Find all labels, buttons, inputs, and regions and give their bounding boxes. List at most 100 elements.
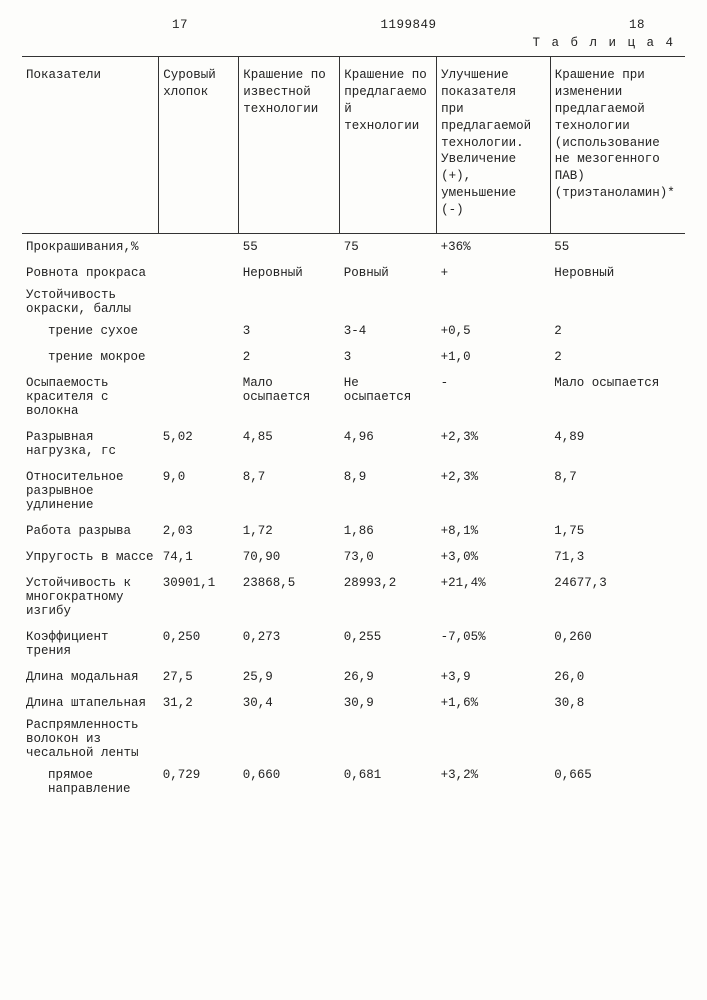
table-cell: [340, 716, 437, 762]
table-cell: 0,273: [239, 624, 340, 664]
table-cell: [550, 716, 685, 762]
table-cell: Относительное разрывное удлинение: [22, 464, 159, 518]
table-cell: 24677,3: [550, 570, 685, 624]
page: 17 1199849 18 Т а б л и ц а 4 Показатели…: [0, 0, 707, 1000]
table-cell: [159, 370, 239, 424]
table-cell: 4,85: [239, 424, 340, 464]
table-cell: 3: [340, 344, 437, 370]
table-cell: 1,75: [550, 518, 685, 544]
table-cell: 55: [239, 233, 340, 260]
table-cell: 3: [239, 318, 340, 344]
table-cell: Неровный: [550, 260, 685, 286]
table-cell: 0,250: [159, 624, 239, 664]
table-cell: 0,665: [550, 762, 685, 802]
table-cell: [159, 344, 239, 370]
table-cell: [340, 286, 437, 318]
table-cell: +2,3%: [437, 424, 551, 464]
table-cell: 73,0: [340, 544, 437, 570]
table-cell: Разрывная нагрузка, гс: [22, 424, 159, 464]
table-row: прямое направление0,7290,6600,681+3,2%0,…: [22, 762, 685, 802]
table-cell: +3,2%: [437, 762, 551, 802]
table-cell: 0,729: [159, 762, 239, 802]
table-cell: 55: [550, 233, 685, 260]
table-cell: Устойчивость к многократному изгибу: [22, 570, 159, 624]
table-cell: Осыпаемость красителя с волокна: [22, 370, 159, 424]
table-cell: Коэффициент трения: [22, 624, 159, 664]
table-row: Осыпаемость красителя с волокна Мало осып…: [22, 370, 685, 424]
table-row: Упругость в массе74,170,9073,0+3,0%71,3: [22, 544, 685, 570]
table-cell: 31,2: [159, 690, 239, 716]
table-cell: Упругость в массе: [22, 544, 159, 570]
table-row: трение мокрое23+1,02: [22, 344, 685, 370]
table-cell: [437, 286, 551, 318]
table-cell: -7,05%: [437, 624, 551, 664]
table-row: Длина модальная27,525,926,9+3,926,0: [22, 664, 685, 690]
table-cell: [437, 716, 551, 762]
table-cell: 0,681: [340, 762, 437, 802]
table-cell: 71,3: [550, 544, 685, 570]
table-cell: Ровный: [340, 260, 437, 286]
table-cell: Ровнота прокраса: [22, 260, 159, 286]
table-cell: Неровный: [239, 260, 340, 286]
table-cell: Не осыпается: [340, 370, 437, 424]
table-cell: -: [437, 370, 551, 424]
table-cell: +8,1%: [437, 518, 551, 544]
table-row: Устойчивость к многократному изгибу30901…: [22, 570, 685, 624]
table-cell: Работа разрыва: [22, 518, 159, 544]
table-row: Разрывная нагрузка, гс5,024,854,96+2,3%4…: [22, 424, 685, 464]
table-cell: 74,1: [159, 544, 239, 570]
table-row: Работа разрыва2,031,721,86+8,1%1,75: [22, 518, 685, 544]
table-cell: 8,7: [550, 464, 685, 518]
table-cell: 27,5: [159, 664, 239, 690]
table-cell: [159, 286, 239, 318]
table-cell: Мало осыпается: [239, 370, 340, 424]
table-cell: +36%: [437, 233, 551, 260]
table-row: Прокрашивания,%5575+36%55: [22, 233, 685, 260]
table-row: Относительное разрывное удлинение9,08,78…: [22, 464, 685, 518]
table-cell: [239, 286, 340, 318]
table-cell: трение сухое: [22, 318, 159, 344]
table-cell: +0,5: [437, 318, 551, 344]
table-cell: 30,9: [340, 690, 437, 716]
table-header-row: Показатели Суровый хлопок Крашение по из…: [22, 57, 685, 234]
col-header: Показатели: [22, 57, 159, 234]
table-cell: +3,0%: [437, 544, 551, 570]
table-cell: +3,9: [437, 664, 551, 690]
table-row: Коэффициент трения0,2500,2730,255-7,05%0…: [22, 624, 685, 664]
page-num-left: 17: [172, 18, 188, 32]
table-cell: Длина штапельная: [22, 690, 159, 716]
table-cell: прямое направление: [22, 762, 159, 802]
table-cell: +1,6%: [437, 690, 551, 716]
table-cell: 4,96: [340, 424, 437, 464]
table-cell: +1,0: [437, 344, 551, 370]
page-header: 17 1199849 18: [22, 18, 685, 32]
page-num-right: 18: [629, 18, 645, 32]
table-cell: Длина модальная: [22, 664, 159, 690]
table-row: Длина штапельная31,230,430,9+1,6%30,8: [22, 690, 685, 716]
table-cell: +21,4%: [437, 570, 551, 624]
table-cell: 9,0: [159, 464, 239, 518]
table-row: Распрямленность волокон из чесальной лен…: [22, 716, 685, 762]
table-cell: 30,4: [239, 690, 340, 716]
table-row: Устойчивость окраски, баллы: [22, 286, 685, 318]
table-cell: 70,90: [239, 544, 340, 570]
table-cell: 2: [550, 344, 685, 370]
col-header: Крашение по известной технологии: [239, 57, 340, 234]
table-cell: 2: [239, 344, 340, 370]
col-header: Крашение по предлагаемой технологии: [340, 57, 437, 234]
table-cell: 26,9: [340, 664, 437, 690]
table-cell: 30901,1: [159, 570, 239, 624]
table-cell: 0,260: [550, 624, 685, 664]
table-cell: трение мокрое: [22, 344, 159, 370]
table-cell: 1,86: [340, 518, 437, 544]
table-cell: +2,3%: [437, 464, 551, 518]
table-cell: 3-4: [340, 318, 437, 344]
table-cell: 1,72: [239, 518, 340, 544]
table-cell: Прокрашивания,%: [22, 233, 159, 260]
table-row: Ровнота прокрасаНеровныйРовный+Неровный: [22, 260, 685, 286]
table-cell: 0,660: [239, 762, 340, 802]
table-cell: 75: [340, 233, 437, 260]
table-cell: [159, 233, 239, 260]
table-cell: 26,0: [550, 664, 685, 690]
table-cell: 5,02: [159, 424, 239, 464]
